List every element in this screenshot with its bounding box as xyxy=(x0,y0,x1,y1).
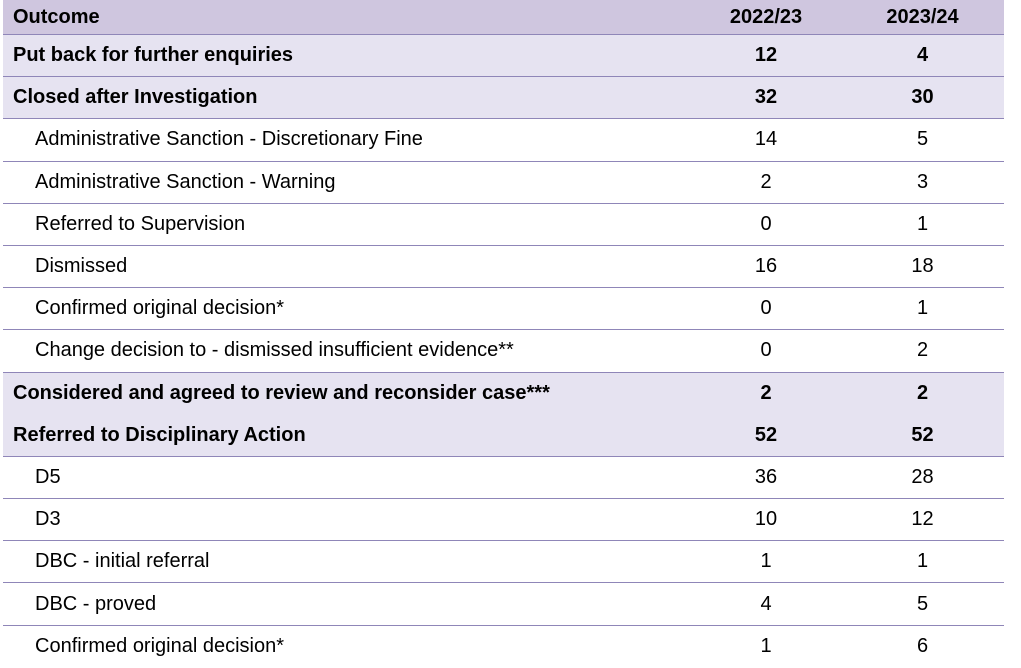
table-row: Administrative Sanction - Discretionary … xyxy=(3,119,1004,162)
table-row: D5 36 28 xyxy=(3,457,1004,500)
row-value-2022-23: 12 xyxy=(754,44,778,67)
row-value-2023-24: 2 xyxy=(916,382,929,405)
row-value-2023-24: 30 xyxy=(911,86,934,109)
table-row: Put back for further enquiries 12 4 xyxy=(3,35,1004,78)
row-value-2022-23: 36 xyxy=(754,465,778,488)
row-label: D5 xyxy=(35,465,61,488)
row-value-2022-23: 0 xyxy=(760,297,772,320)
row-value-2022-23: 1 xyxy=(760,635,772,658)
table-row: D3 10 12 xyxy=(3,499,1004,542)
row-label: D3 xyxy=(35,508,61,531)
row-value-2023-24: 3 xyxy=(916,170,929,193)
row-value-2022-23: 1 xyxy=(760,550,772,573)
row-label: Considered and agreed to review and reco… xyxy=(13,382,550,405)
table-row: Confirmed original decision* 0 1 xyxy=(3,288,1004,331)
row-value-2022-23: 52 xyxy=(754,423,778,446)
row-value-2023-24: 1 xyxy=(916,297,929,320)
row-value-2023-24: 1 xyxy=(916,550,929,573)
table-row: Referred to Supervision 0 1 xyxy=(3,204,1004,246)
row-value-2022-23: 10 xyxy=(754,508,778,531)
row-value-2023-24: 1 xyxy=(916,212,929,235)
row-value-2023-24: 18 xyxy=(911,255,934,278)
row-value-2022-23: 0 xyxy=(760,212,772,235)
row-value-2023-24: 4 xyxy=(916,44,929,67)
row-label: Referred to Disciplinary Action xyxy=(13,423,306,446)
outcomes-table: Outcome 2022/23 2023/24 Put back for fur… xyxy=(3,0,1004,668)
row-value-2022-23: 2 xyxy=(760,170,772,193)
row-label: DBC - proved xyxy=(35,592,157,615)
row-label: Change decision to - dismissed insuffici… xyxy=(35,339,514,362)
table-row: Dismissed 16 18 xyxy=(3,246,1004,289)
row-value-2022-23: 0 xyxy=(760,339,772,362)
row-value-2022-23: 14 xyxy=(754,128,778,151)
row-value-2022-23: 32 xyxy=(754,86,778,109)
table-row: DBC - initial referral 1 1 xyxy=(3,541,1004,584)
row-label: Confirmed original decision* xyxy=(35,297,285,320)
row-value-2022-23: 16 xyxy=(754,255,778,278)
table-row: Confirmed original decision* 1 6 xyxy=(3,626,1004,668)
row-value-2023-24: 5 xyxy=(916,128,929,151)
row-label: Dismissed xyxy=(35,255,128,278)
row-value-2023-24: 5 xyxy=(916,592,929,615)
row-value-2023-24: 2 xyxy=(916,339,929,362)
row-label: Confirmed original decision* xyxy=(35,635,285,658)
row-label: Closed after Investigation xyxy=(13,86,258,109)
row-value-2023-24: 52 xyxy=(911,423,934,446)
row-label: Administrative Sanction - Discretionary … xyxy=(35,128,423,151)
header-2022-23: 2022/23 xyxy=(729,5,803,28)
row-label: Administrative Sanction - Warning xyxy=(35,170,336,193)
table-row: Change decision to - dismissed insuffici… xyxy=(3,330,1004,373)
table-row: Administrative Sanction - Warning 2 3 xyxy=(3,162,1004,204)
table-row: DBC - proved 4 5 xyxy=(3,583,1004,626)
row-value-2022-23: 4 xyxy=(760,592,772,615)
row-label: Put back for further enquiries xyxy=(13,44,294,67)
row-value-2023-24: 6 xyxy=(916,635,929,658)
header-2023-24: 2023/24 xyxy=(886,5,959,28)
row-value-2023-24: 28 xyxy=(911,465,934,488)
table-header-row: Outcome 2022/23 2023/24 xyxy=(3,0,1004,35)
row-label: DBC - initial referral xyxy=(35,550,210,573)
row-label: Referred to Supervision xyxy=(35,212,246,235)
table-row: Considered and agreed to review and reco… xyxy=(3,372,1004,415)
header-outcome: Outcome xyxy=(13,5,100,28)
row-value-2023-24: 12 xyxy=(911,508,934,531)
table-row: Closed after Investigation 32 30 xyxy=(3,77,1004,120)
table-row: Referred to Disciplinary Action 52 52 xyxy=(3,414,1004,457)
row-value-2022-23: 2 xyxy=(760,382,772,405)
